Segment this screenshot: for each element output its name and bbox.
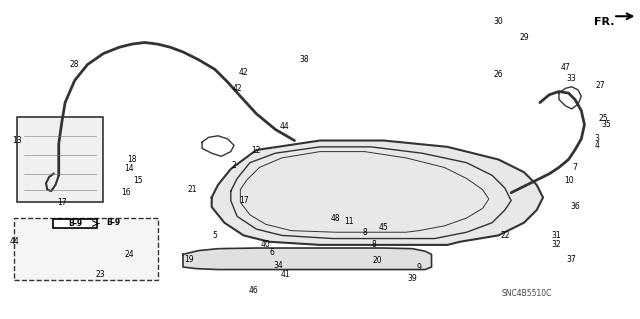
Text: 48: 48 xyxy=(331,213,340,222)
Text: 42: 42 xyxy=(239,68,248,77)
Text: 6: 6 xyxy=(270,248,275,257)
Text: 27: 27 xyxy=(596,81,605,90)
Text: 46: 46 xyxy=(248,286,258,295)
Text: 2: 2 xyxy=(232,161,236,170)
Polygon shape xyxy=(212,141,543,245)
Text: 36: 36 xyxy=(570,203,580,211)
Text: 24: 24 xyxy=(124,250,134,259)
Text: 21: 21 xyxy=(188,185,197,194)
Text: 35: 35 xyxy=(602,120,612,129)
Text: 44: 44 xyxy=(9,237,19,246)
Text: 47: 47 xyxy=(561,63,570,72)
Text: B-9: B-9 xyxy=(106,218,120,227)
Text: 30: 30 xyxy=(493,18,503,26)
Text: 16: 16 xyxy=(121,188,131,197)
Text: 14: 14 xyxy=(124,165,134,174)
Bar xyxy=(14,218,157,280)
Text: 20: 20 xyxy=(372,256,382,265)
Text: 26: 26 xyxy=(493,70,503,78)
Polygon shape xyxy=(183,248,431,270)
Text: 40: 40 xyxy=(261,241,271,249)
Text: 19: 19 xyxy=(184,255,194,263)
Text: 25: 25 xyxy=(599,114,609,123)
Text: 4: 4 xyxy=(595,141,600,150)
Text: 28: 28 xyxy=(70,60,79,69)
Text: 29: 29 xyxy=(519,33,529,42)
Text: 44: 44 xyxy=(280,122,290,131)
Text: 5: 5 xyxy=(212,231,218,240)
Text: 38: 38 xyxy=(300,56,309,64)
Text: 22: 22 xyxy=(500,231,509,240)
Text: 3: 3 xyxy=(595,134,600,144)
FancyArrowPatch shape xyxy=(616,13,632,19)
Text: 10: 10 xyxy=(564,175,573,185)
Bar xyxy=(17,117,103,202)
Text: 34: 34 xyxy=(274,261,284,270)
Text: 17: 17 xyxy=(239,196,248,205)
Text: 32: 32 xyxy=(551,241,561,249)
Text: 15: 15 xyxy=(134,175,143,185)
Text: 41: 41 xyxy=(280,271,290,279)
Text: SNC4B5510C: SNC4B5510C xyxy=(502,289,552,298)
Text: 18: 18 xyxy=(127,155,137,164)
Text: 11: 11 xyxy=(344,217,353,226)
Text: 8: 8 xyxy=(362,228,367,237)
Text: 23: 23 xyxy=(95,271,105,279)
Text: B-9: B-9 xyxy=(68,219,83,228)
Text: 45: 45 xyxy=(379,223,388,232)
Text: 17: 17 xyxy=(57,198,67,207)
Text: 37: 37 xyxy=(567,255,577,263)
Text: FR.: FR. xyxy=(594,17,614,27)
Text: 33: 33 xyxy=(567,74,577,83)
Text: 12: 12 xyxy=(252,145,261,154)
Text: 31: 31 xyxy=(551,231,561,240)
Text: 13: 13 xyxy=(13,136,22,145)
Text: 39: 39 xyxy=(408,274,417,283)
Text: 7: 7 xyxy=(572,163,577,172)
Text: 9: 9 xyxy=(417,263,421,271)
FancyBboxPatch shape xyxy=(53,219,97,228)
Text: 8: 8 xyxy=(372,241,376,249)
Text: 42: 42 xyxy=(232,84,242,93)
